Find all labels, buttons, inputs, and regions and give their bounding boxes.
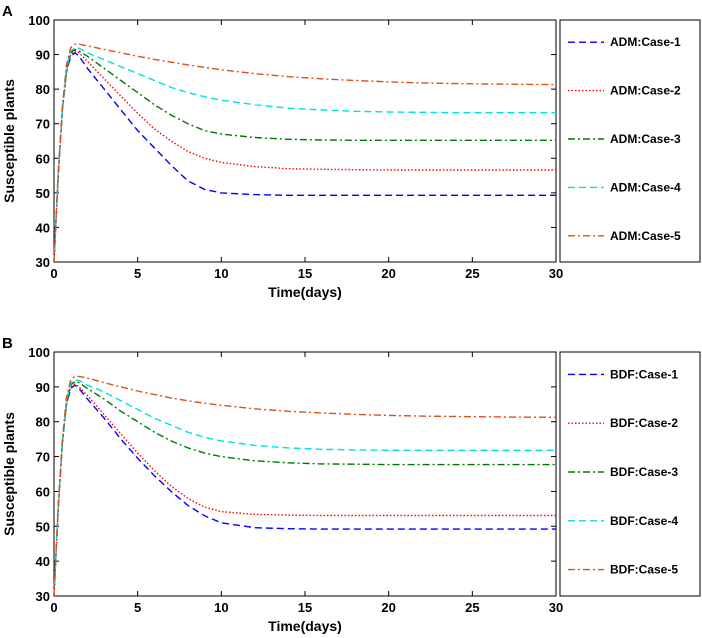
series-line-4 bbox=[53, 46, 556, 263]
x-tick-label: 30 bbox=[549, 600, 563, 615]
x-tick-label: 10 bbox=[214, 600, 228, 615]
plot-frame bbox=[53, 351, 557, 597]
panel-label-B: B bbox=[2, 335, 13, 352]
y-tick-label: 60 bbox=[36, 484, 50, 499]
x-tick-label: 30 bbox=[549, 266, 563, 281]
series-line-4 bbox=[53, 379, 556, 597]
legend-entry-1: ADM:Case-1 bbox=[610, 35, 681, 49]
y-tick-label: 90 bbox=[36, 48, 50, 63]
series-line-5 bbox=[53, 43, 557, 263]
x-tick-label: 0 bbox=[50, 600, 57, 615]
series-line-5 bbox=[53, 375, 556, 597]
y-tick-label: 90 bbox=[36, 380, 50, 395]
series-line-1 bbox=[53, 51, 556, 263]
y-tick-label: 100 bbox=[28, 345, 50, 360]
y-tick-label: 80 bbox=[36, 82, 50, 97]
y-tick-label: 30 bbox=[36, 255, 50, 270]
x-tick-label: 25 bbox=[465, 266, 479, 281]
y-axis-label: Susceptible plants bbox=[1, 79, 17, 203]
x-tick-label: 20 bbox=[381, 600, 395, 615]
legend-entry-5: BDF:Case-5 bbox=[610, 563, 678, 577]
x-tick-label: 5 bbox=[134, 266, 141, 281]
x-tick-label: 0 bbox=[50, 266, 57, 281]
panel-label-A: A bbox=[2, 3, 13, 20]
y-tick-label: 70 bbox=[36, 117, 50, 132]
legend-entry-2: ADM:Case-2 bbox=[610, 84, 681, 98]
y-tick-label: 30 bbox=[36, 589, 50, 604]
x-tick-label: 15 bbox=[298, 600, 312, 615]
y-tick-label: 40 bbox=[36, 220, 50, 235]
y-tick-label: 40 bbox=[36, 554, 50, 569]
x-tick-label: 5 bbox=[134, 600, 141, 615]
legend-entry-4: ADM:Case-4 bbox=[610, 180, 681, 194]
legend-entry-1: BDF:Case-1 bbox=[610, 367, 678, 381]
y-tick-label: 70 bbox=[36, 450, 50, 465]
y-tick-label: 100 bbox=[28, 13, 50, 28]
y-axis-label: Susceptible plants bbox=[1, 412, 17, 536]
y-tick-label: 80 bbox=[36, 415, 50, 430]
legend-entry-5: ADM:Case-5 bbox=[610, 229, 681, 243]
series-line-2 bbox=[53, 383, 556, 597]
series-line-3 bbox=[53, 380, 556, 597]
x-axis-label: Time(days) bbox=[268, 618, 342, 634]
x-axis-label: Time(days) bbox=[268, 284, 342, 300]
legend-box bbox=[559, 19, 701, 263]
y-tick-label: 50 bbox=[36, 519, 50, 534]
series-line-3 bbox=[53, 48, 556, 263]
x-tick-label: 20 bbox=[381, 266, 395, 281]
legend-entry-2: BDF:Case-2 bbox=[610, 416, 678, 430]
x-tick-label: 15 bbox=[298, 266, 312, 281]
x-tick-label: 25 bbox=[465, 600, 479, 615]
legend-entry-3: BDF:Case-3 bbox=[610, 465, 678, 479]
legend-box bbox=[559, 351, 701, 597]
legend-entry-4: BDF:Case-4 bbox=[610, 514, 678, 528]
series-line-1 bbox=[53, 384, 556, 597]
x-tick-label: 10 bbox=[214, 266, 228, 281]
legend-entry-3: ADM:Case-3 bbox=[610, 132, 681, 146]
y-tick-label: 50 bbox=[36, 186, 50, 201]
series-line-2 bbox=[53, 50, 556, 263]
y-tick-label: 60 bbox=[36, 151, 50, 166]
